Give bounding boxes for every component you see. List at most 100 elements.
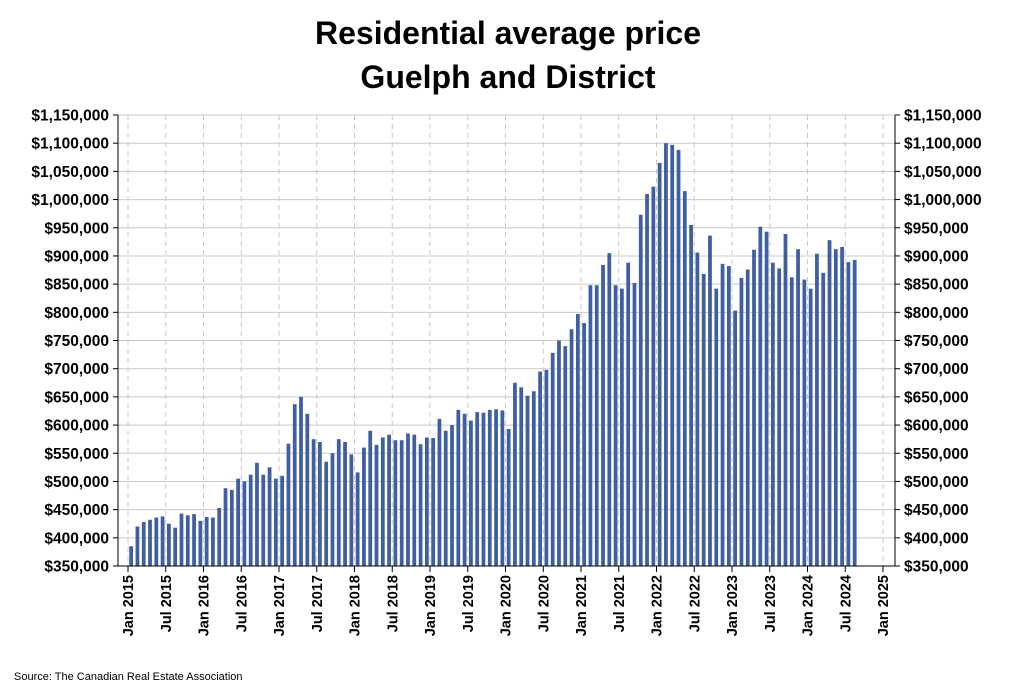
bar: [714, 288, 719, 566]
y-tick-label-left: $850,000: [44, 277, 109, 294]
y-tick-label-right: $650,000: [904, 389, 969, 406]
bar: [789, 277, 794, 566]
bar: [689, 224, 693, 566]
bars-series: [129, 143, 857, 567]
bar: [550, 352, 555, 566]
bar: [664, 143, 668, 566]
bar: [777, 268, 782, 566]
bar: [701, 273, 706, 566]
bar: [764, 231, 769, 566]
y-tick-label-right: $800,000: [904, 305, 969, 322]
y-tick-label-left: $950,000: [44, 220, 109, 237]
bar: [255, 462, 259, 566]
bar: [513, 382, 517, 566]
bar: [745, 269, 750, 566]
bar: [393, 440, 398, 566]
y-tick-label-right: $850,000: [904, 277, 969, 294]
source-note: Source: The Canadian Real Estate Associa…: [14, 671, 243, 683]
x-tick-label: Jan 2021: [574, 575, 590, 636]
x-tick-label: Jan 2024: [801, 575, 817, 636]
bar: [450, 425, 454, 566]
bar: [412, 434, 417, 566]
y-tick-label-right: $1,100,000: [904, 136, 982, 153]
bar: [154, 517, 159, 566]
x-tick-label: Jul 2020: [536, 575, 552, 632]
bar: [217, 507, 222, 566]
y-tick-label-right: $1,050,000: [904, 164, 982, 181]
bar: [242, 481, 247, 566]
bar: [620, 288, 624, 566]
bar: [815, 253, 819, 566]
bar: [708, 235, 712, 566]
bar: [695, 252, 700, 566]
y-tick-label-left: $1,150,000: [31, 108, 109, 125]
bar: [204, 516, 209, 566]
x-tick-label: Jan 2025: [876, 575, 892, 636]
bar: [840, 246, 844, 567]
y-tick-label-left: $1,000,000: [31, 192, 109, 209]
y-tick-label-right: $1,000,000: [904, 192, 982, 209]
x-tick-label: Jul 2023: [763, 575, 779, 632]
bar: [544, 369, 549, 566]
bar: [525, 395, 530, 566]
x-tick-label: Jan 2015: [121, 575, 137, 636]
bar: [305, 413, 310, 566]
y-tick-label-left: $350,000: [44, 559, 109, 576]
bar: [424, 437, 429, 566]
bar: [645, 193, 649, 566]
bar: [192, 514, 196, 566]
bar: [632, 283, 637, 566]
bar: [462, 413, 467, 566]
y-tick-label-right: $750,000: [904, 333, 969, 350]
bar: [771, 262, 775, 566]
y-tick-label-left: $1,050,000: [31, 164, 109, 181]
y-tick-label-right: $900,000: [904, 248, 969, 265]
bar: [833, 249, 838, 567]
x-tick-label: Jan 2023: [725, 575, 741, 636]
y-tick-label-right: $600,000: [904, 418, 969, 435]
bar: [387, 434, 391, 566]
bar: [349, 454, 354, 566]
bar: [575, 314, 580, 566]
bar: [198, 520, 203, 566]
x-tick-label: Jan 2018: [348, 575, 364, 636]
bar: [796, 249, 800, 567]
bar: [211, 517, 215, 566]
bar: [286, 443, 291, 566]
y-tick-label-left: $400,000: [44, 530, 109, 547]
bar: [129, 546, 134, 566]
bar: [758, 226, 763, 566]
x-tick-label: Jul 2019: [461, 575, 477, 632]
bar: [324, 461, 329, 566]
y-tick-label-left: $500,000: [44, 474, 109, 491]
y-tick-label-left: $600,000: [44, 418, 109, 435]
bar: [292, 404, 297, 566]
x-axis: Jan 2015 Jul 2015 Jan 2016 Jul 2016 Jan 2017…: [121, 566, 892, 636]
bar: [299, 396, 303, 567]
bar: [752, 249, 756, 567]
bar: [519, 387, 524, 566]
x-tick-label: Jul 2015: [159, 575, 175, 632]
x-tick-label: Jul 2018: [385, 575, 401, 632]
bar: [135, 526, 140, 566]
bar: [167, 523, 171, 566]
bar: [343, 441, 347, 566]
y-tick-label-left: $650,000: [44, 389, 109, 406]
bar: [506, 429, 511, 566]
bar: [651, 186, 656, 566]
bar: [223, 488, 228, 566]
y-tick-label-left: $700,000: [44, 361, 109, 378]
bar: [601, 264, 605, 566]
x-tick-label: Jul 2021: [612, 575, 628, 632]
bar: [846, 262, 851, 566]
bar: [487, 409, 492, 566]
bar: [469, 420, 473, 566]
bar: [475, 412, 480, 566]
bar: [726, 266, 731, 566]
bar: [563, 346, 568, 566]
y-tick-label-left: $550,000: [44, 446, 109, 463]
bar: [557, 340, 561, 566]
bar: [318, 441, 322, 566]
y-tick-label-right: $700,000: [904, 361, 969, 378]
